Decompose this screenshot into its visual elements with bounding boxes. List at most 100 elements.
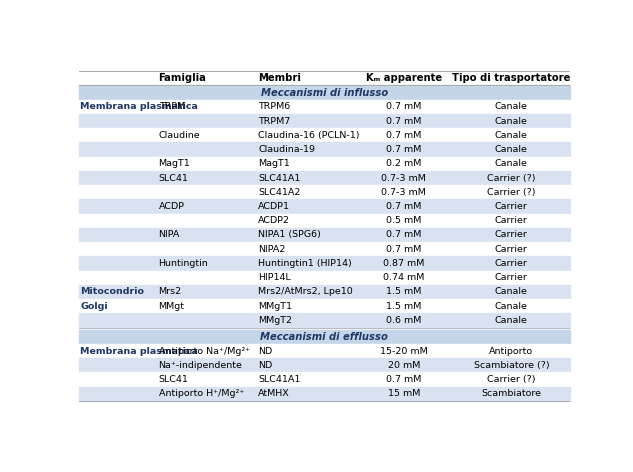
- Text: MMgT2: MMgT2: [258, 316, 292, 325]
- Text: Membri: Membri: [258, 73, 301, 83]
- Bar: [79, 330, 570, 344]
- Text: NIPA: NIPA: [159, 230, 180, 239]
- Bar: [79, 214, 570, 228]
- Text: SLC41A1: SLC41A1: [258, 375, 301, 384]
- Text: Carrier: Carrier: [495, 273, 528, 282]
- Text: Tipo di trasportatore: Tipo di trasportatore: [452, 73, 570, 83]
- Text: 0.7-3 mM: 0.7-3 mM: [382, 188, 426, 197]
- Text: NIPA1 (SPG6): NIPA1 (SPG6): [258, 230, 321, 239]
- Text: MMgT1: MMgT1: [258, 302, 292, 311]
- Bar: [79, 85, 570, 100]
- Text: Antiporto: Antiporto: [489, 346, 534, 355]
- Text: TRPM6: TRPM6: [258, 102, 291, 111]
- Text: Golgi: Golgi: [80, 302, 108, 311]
- Text: ACDP: ACDP: [159, 202, 185, 211]
- Text: Famiglia: Famiglia: [159, 73, 206, 83]
- Text: Membrana plasmatica: Membrana plasmatica: [80, 346, 198, 355]
- Text: Carrier: Carrier: [495, 202, 528, 211]
- Text: ND: ND: [258, 361, 272, 370]
- Bar: [79, 71, 570, 85]
- Bar: [79, 242, 570, 256]
- Text: SLC41: SLC41: [159, 375, 189, 384]
- Text: HIP14L: HIP14L: [258, 273, 291, 282]
- Text: TRPM: TRPM: [159, 102, 185, 111]
- Text: Scambiatore: Scambiatore: [481, 389, 541, 398]
- Text: Meccanismi di influsso: Meccanismi di influsso: [261, 87, 388, 98]
- Text: Carrier (?): Carrier (?): [487, 188, 536, 197]
- Text: 0.74 mM: 0.74 mM: [383, 273, 425, 282]
- Text: Canale: Canale: [495, 159, 528, 169]
- Text: 15-20 mM: 15-20 mM: [380, 346, 428, 355]
- Text: 0.2 mM: 0.2 mM: [386, 159, 422, 169]
- Text: 15 mM: 15 mM: [387, 389, 420, 398]
- Text: MagT1: MagT1: [159, 159, 191, 169]
- Text: 1.5 mM: 1.5 mM: [386, 287, 422, 296]
- Bar: [79, 372, 570, 387]
- Text: Claudina-19: Claudina-19: [258, 145, 315, 154]
- Text: 20 mM: 20 mM: [387, 361, 420, 370]
- Text: Canale: Canale: [495, 302, 528, 311]
- Text: Carrier: Carrier: [495, 245, 528, 254]
- Text: NIPA2: NIPA2: [258, 245, 285, 254]
- Bar: [79, 185, 570, 199]
- Text: 0.7 mM: 0.7 mM: [386, 245, 422, 254]
- Bar: [79, 358, 570, 372]
- Bar: [79, 299, 570, 313]
- Bar: [79, 228, 570, 242]
- Bar: [79, 128, 570, 143]
- Text: AtMHX: AtMHX: [258, 389, 290, 398]
- Text: Carrier: Carrier: [495, 259, 528, 268]
- Text: Huntingtin1 (HIP14): Huntingtin1 (HIP14): [258, 259, 352, 268]
- Text: Canale: Canale: [495, 117, 528, 126]
- Text: Huntingtin: Huntingtin: [159, 259, 208, 268]
- Text: MMgt: MMgt: [159, 302, 185, 311]
- Text: Canale: Canale: [495, 131, 528, 140]
- Text: 0.7 mM: 0.7 mM: [386, 131, 422, 140]
- Text: Canale: Canale: [495, 287, 528, 296]
- Text: Meccanismi di efflusso: Meccanismi di efflusso: [260, 332, 389, 342]
- Text: ACDP2: ACDP2: [258, 216, 290, 225]
- Text: 0.7-3 mM: 0.7-3 mM: [382, 174, 426, 183]
- Text: Carrier (?): Carrier (?): [487, 174, 536, 183]
- Bar: [79, 285, 570, 299]
- Text: ACDP1: ACDP1: [258, 202, 290, 211]
- Bar: [79, 344, 570, 358]
- Text: 0.7 mM: 0.7 mM: [386, 375, 422, 384]
- Text: 0.7 mM: 0.7 mM: [386, 230, 422, 239]
- Text: Antiporto Na⁺/Mg²⁺: Antiporto Na⁺/Mg²⁺: [159, 346, 250, 355]
- Text: 0.7 mM: 0.7 mM: [386, 202, 422, 211]
- Text: Membrana plasmatica: Membrana plasmatica: [80, 102, 198, 111]
- Text: Scambiatore (?): Scambiatore (?): [473, 361, 549, 370]
- Bar: [79, 199, 570, 214]
- Text: 0.5 mM: 0.5 mM: [386, 216, 422, 225]
- Text: 0.7 mM: 0.7 mM: [386, 102, 422, 111]
- Text: Canale: Canale: [495, 102, 528, 111]
- Text: 0.87 mM: 0.87 mM: [383, 259, 425, 268]
- Bar: [79, 114, 570, 128]
- Text: ND: ND: [258, 346, 272, 355]
- Text: SLC41A2: SLC41A2: [258, 188, 301, 197]
- Bar: [79, 270, 570, 285]
- Bar: [79, 256, 570, 270]
- Text: Claudine: Claudine: [159, 131, 200, 140]
- Text: SLC41A1: SLC41A1: [258, 174, 301, 183]
- Text: Mrs2: Mrs2: [159, 287, 182, 296]
- Text: Canale: Canale: [495, 145, 528, 154]
- Text: Na⁺-indipendente: Na⁺-indipendente: [159, 361, 242, 370]
- Bar: [79, 157, 570, 171]
- Text: Claudina-16 (PCLN-1): Claudina-16 (PCLN-1): [258, 131, 360, 140]
- Text: Mitocondrio: Mitocondrio: [80, 287, 144, 296]
- Text: Kₘ apparente: Kₘ apparente: [366, 73, 442, 83]
- Bar: [79, 100, 570, 114]
- Text: Mrs2/AtMrs2, Lpe10: Mrs2/AtMrs2, Lpe10: [258, 287, 353, 296]
- Text: 0.6 mM: 0.6 mM: [386, 316, 422, 325]
- Text: Canale: Canale: [495, 316, 528, 325]
- Text: MagT1: MagT1: [258, 159, 290, 169]
- Text: SLC41: SLC41: [159, 174, 189, 183]
- Bar: [79, 387, 570, 401]
- Text: Carrier: Carrier: [495, 216, 528, 225]
- Text: 1.5 mM: 1.5 mM: [386, 302, 422, 311]
- Text: Antiporto H⁺/Mg²⁺: Antiporto H⁺/Mg²⁺: [159, 389, 244, 398]
- Text: 0.7 mM: 0.7 mM: [386, 117, 422, 126]
- Bar: [79, 313, 570, 328]
